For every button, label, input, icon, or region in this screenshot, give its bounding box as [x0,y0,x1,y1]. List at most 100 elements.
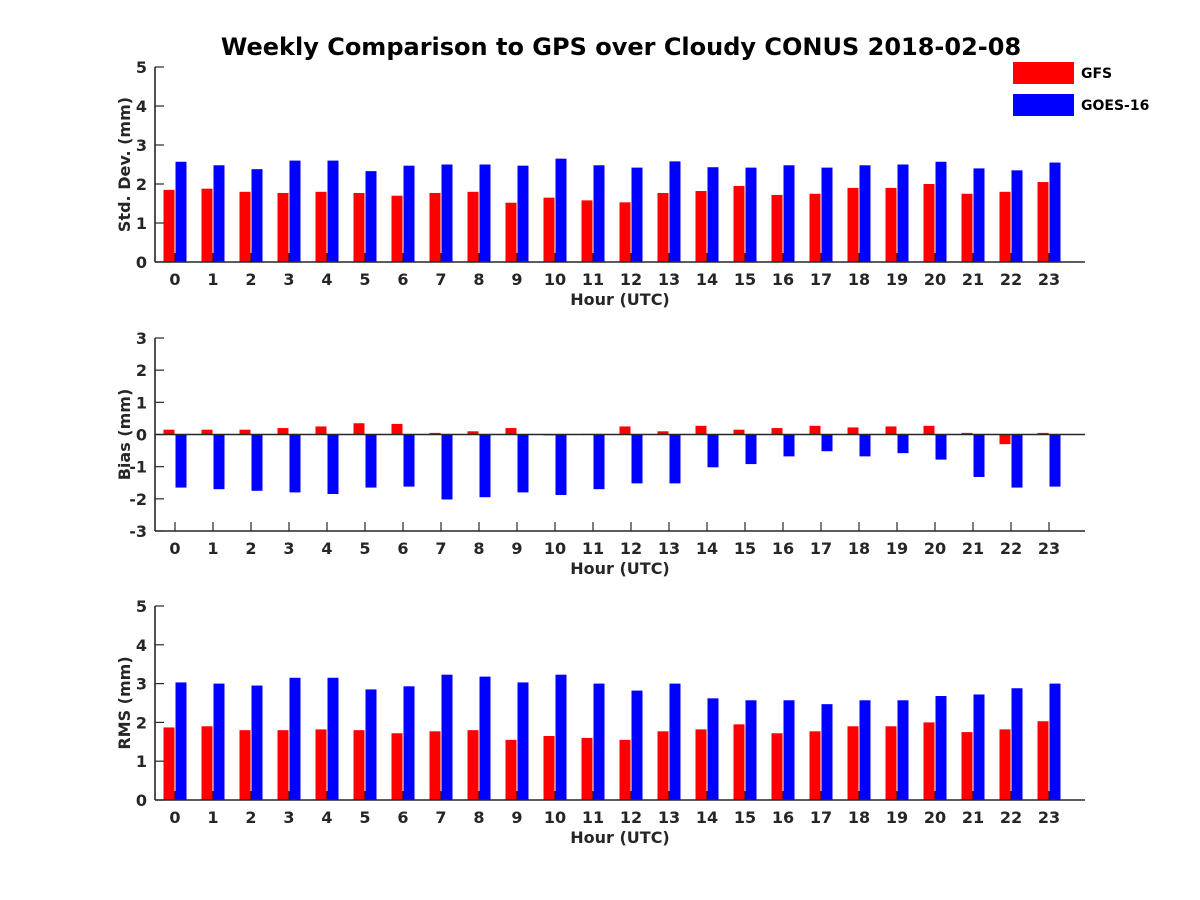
rms-bar-gfs-13 [657,731,669,800]
rms-bar-goes-16-7 [441,674,453,800]
bias-bar-goes-16-16 [783,434,795,457]
rms-bar-gfs-18 [847,726,859,800]
rms-xtick-label: 5 [359,808,370,827]
bias-bar-goes-16-11 [593,434,605,490]
bias-bar-gfs-2 [239,429,251,435]
rms-bar-gfs-15 [733,724,745,800]
std-dev-bar-goes-16-7 [441,164,453,262]
rms-bar-goes-16-0 [175,682,187,800]
rms-x-axis-label: Hour (UTC) [570,828,670,847]
bias-ytick-label: 1 [136,393,147,412]
std-dev-bar-gfs-17 [809,193,821,262]
bias-xtick-label: 20 [924,539,946,558]
rms-xtick-label: 10 [544,808,566,827]
std-dev-xtick-label: 12 [620,270,642,289]
bias-ytick-label: 2 [136,361,147,380]
std-dev-xtick-label: 9 [511,270,522,289]
std-dev-bar-goes-16-19 [897,164,909,262]
rms-bar-gfs-6 [391,733,403,800]
bias-bar-gfs-13 [657,431,669,435]
legend-swatch-goes-16 [1013,94,1074,116]
chart-title: Weekly Comparison to GPS over Cloudy CON… [221,33,1021,61]
rms-bar-goes-16-14 [707,698,719,800]
bias-ytick-label: -1 [129,458,147,477]
std-dev-ytick-label: 5 [136,58,147,77]
legend: GFS GOES-16 [1013,62,1149,116]
rms-ytick-label: 1 [136,752,147,771]
bias-bar-goes-16-0 [175,434,187,488]
bias-bar-gfs-18 [847,427,859,435]
std-dev-bar-goes-16-6 [403,165,415,262]
rms-xtick-label: 17 [810,808,832,827]
rms-bar-goes-16-11 [593,683,605,800]
rms-xtick-label: 1 [207,808,218,827]
bias-bar-goes-16-23 [1049,434,1061,487]
rms-bar-goes-16-4 [327,677,339,800]
bias-bar-goes-16-22 [1011,434,1023,488]
std-dev-xtick-label: 7 [435,270,446,289]
std-dev-bar-gfs-2 [239,191,251,262]
bias-bar-gfs-9 [505,428,517,435]
rms-bar-goes-16-10 [555,674,567,800]
rms-xtick-label: 19 [886,808,908,827]
bias-xtick-label: 19 [886,539,908,558]
bias-x-axis-label: Hour (UTC) [570,559,670,578]
bias-bar-goes-16-3 [289,434,301,493]
std-dev-bar-goes-16-13 [669,161,681,262]
std-dev-bar-gfs-19 [885,187,897,262]
std-dev-bar-goes-16-11 [593,165,605,262]
rms-bar-goes-16-6 [403,686,415,800]
rms-xtick-label: 16 [772,808,794,827]
std-dev-bar-gfs-3 [277,192,289,262]
bias-xtick-label: 7 [435,539,446,558]
std-dev-bar-goes-16-20 [935,161,947,262]
rms-xtick-label: 6 [397,808,408,827]
std-dev-xtick-label: 16 [772,270,794,289]
rms-bar-goes-16-9 [517,682,529,800]
std-dev-ytick-label: 3 [136,136,147,155]
bias-y-axis-label: Bias (mm) [115,389,134,481]
rms-y-axis-label: RMS (mm) [115,656,134,749]
bias-bar-gfs-4 [315,426,327,435]
rms-xtick-label: 23 [1038,808,1060,827]
std-dev-xtick-label: 2 [245,270,256,289]
std-dev-bar-goes-16-2 [251,169,263,262]
std-dev-xtick-label: 11 [582,270,604,289]
rms-bar-goes-16-2 [251,685,263,800]
rms-bar-goes-16-15 [745,700,757,800]
bias-ytick-label: 0 [136,426,147,445]
rms-bar-gfs-21 [961,732,973,800]
bias-bar-goes-16-15 [745,434,757,465]
bias-bar-gfs-21 [961,432,973,435]
std-dev-bar-goes-16-17 [821,167,833,262]
bias-xtick-label: 12 [620,539,642,558]
bias-bar-gfs-6 [391,423,403,435]
bias-xtick-label: 5 [359,539,370,558]
rms-bar-goes-16-12 [631,690,643,800]
bias-bar-goes-16-6 [403,434,415,487]
std-dev-xtick-label: 20 [924,270,946,289]
bias-bar-goes-16-2 [251,434,263,491]
std-dev-bar-goes-16-16 [783,165,795,262]
std-dev-ytick-label: 2 [136,175,147,194]
std-dev-bar-gfs-16 [771,194,783,262]
rms-bar-goes-16-13 [669,683,681,800]
std-dev-bar-gfs-11 [581,200,593,262]
rms-ytick-label: 3 [136,675,147,694]
bias-xtick-label: 21 [962,539,984,558]
bias-xtick-label: 14 [696,539,718,558]
rms-bar-gfs-16 [771,733,783,800]
std-dev-xtick-label: 5 [359,270,370,289]
rms-xtick-label: 22 [1000,808,1022,827]
std-dev-bar-gfs-10 [543,197,555,262]
std-dev-x-axis-label: Hour (UTC) [570,290,670,309]
bias-bar-gfs-19 [885,426,897,435]
std-dev-bar-goes-16-5 [365,171,377,262]
std-dev-bar-gfs-5 [353,192,365,262]
std-dev-xtick-label: 19 [886,270,908,289]
std-dev-bar-gfs-20 [923,184,935,262]
bias-bar-goes-16-10 [555,434,567,495]
bias-bar-goes-16-14 [707,434,719,468]
bias-xtick-label: 9 [511,539,522,558]
